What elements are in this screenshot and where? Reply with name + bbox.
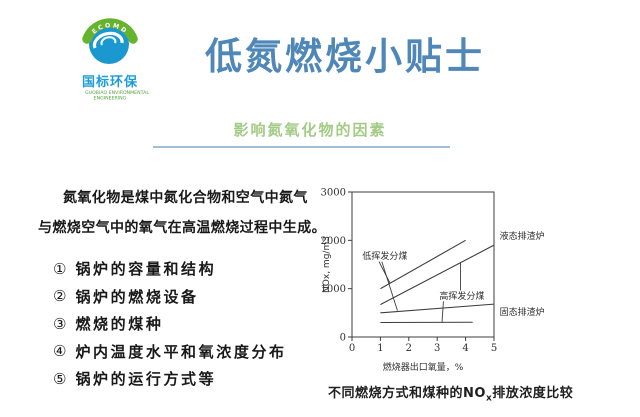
x-tick-label: 2: [406, 343, 412, 354]
list-item-text: 锅炉的容量和结构: [75, 260, 217, 279]
x-tick-label: 3: [434, 343, 440, 354]
list-item-text: 锅炉的燃烧设备: [75, 287, 199, 306]
list-item-number: ②: [53, 287, 67, 306]
chart-caption: 不同燃烧方式和煤种的NOx排放浓度比较: [328, 382, 573, 404]
chart-annotation: 高挥发分煤: [439, 290, 484, 302]
logo-swirl: [92, 31, 124, 49]
section-subtitle: 影响氮氧化物的因素: [233, 121, 387, 139]
annotation-leader-line: [378, 261, 391, 284]
list-item-text: 炉内温度水平和氧浓度分布: [75, 342, 287, 361]
logo-name-cn: 国标环保: [81, 75, 138, 90]
chart-annotation: 固态排渣炉: [500, 306, 545, 318]
chart-caption-part1: 不同燃烧方式和煤种的NO: [328, 386, 486, 401]
subtitle-underline: [153, 146, 450, 148]
logo-name-en-line1: GUOBIAO ENVIRONMENTAL: [85, 90, 149, 96]
list-item-text: 燃烧的煤种: [75, 315, 164, 334]
y-axis-label: NOx, mg/m3: [322, 236, 332, 293]
y-tick-label: 0: [340, 333, 346, 344]
paragraph-line1-rest: 是煤中氮化合物和空气中氮气: [120, 190, 308, 206]
annotation-leader-line: [381, 261, 398, 311]
list-item-number: ③: [53, 314, 67, 333]
chart-panel: 0 1000 2000 3000 0 1 2 3 4 5 低挥发分煤高挥发分煤 液态排渣炉固态排渣炉 N…: [320, 180, 640, 417]
logo-globe-icon: ECOMD: [82, 18, 138, 64]
logo-swirl-inner: [100, 36, 117, 46]
x-axis-label: 燃烧器出口氧量，%: [383, 361, 464, 373]
annotation-leader-line: [441, 301, 444, 323]
series-line: [380, 244, 495, 306]
x-tick-label: 0: [349, 343, 355, 354]
list-item: ⑤ 锅炉的运行方式等: [53, 365, 338, 393]
paragraph-lead: 氮氧化物: [63, 190, 121, 206]
list-item-text: 锅炉的运行方式等: [75, 370, 217, 389]
chart-caption-subscript: x: [485, 393, 493, 404]
logo: ECOMD 国标环保 GUOBIAO ENVIRONMENTAL ENGINEE…: [78, 10, 149, 104]
series-line: [380, 239, 466, 290]
factor-list: ① 锅炉的容量和结构 ② 锅炉的燃烧设备 ③ 燃烧的煤种 ④ 炉内温度水平和氧浓…: [38, 255, 338, 393]
x-tick-label: 5: [491, 343, 497, 354]
y-tick-label: 1000: [321, 284, 346, 295]
page-title: 低氮燃烧小贴士: [205, 35, 485, 78]
list-item: ④ 炉内温度水平和氧浓度分布: [53, 338, 338, 366]
y-tick-label: 2000: [321, 236, 346, 247]
y-tick-label: 3000: [321, 188, 346, 199]
chart-caption-part2: 排放浓度比较: [492, 386, 574, 401]
x-tick-label: 1: [377, 343, 383, 354]
chart-annotation: 低挥发分煤: [362, 250, 407, 262]
list-item: ② 锅炉的燃烧设备: [53, 283, 338, 311]
logo-leaf-arc: [82, 18, 138, 44]
paragraph-line2: 与燃烧空气中的氧气在高温燃烧过程中生成。: [38, 220, 326, 236]
chart-annotation: 液态排渣炉: [500, 230, 545, 242]
logo-name-en: GUOBIAO ENVIRONMENTAL ENGINEERING: [85, 90, 149, 101]
list-item-number: ⑤: [53, 369, 67, 388]
x-tick-label: 4: [462, 343, 468, 354]
logo-name-en-line2: ENGINEERING: [93, 95, 127, 101]
list-item: ③ 燃烧的煤种: [53, 310, 338, 338]
series-line: [380, 303, 495, 314]
logo-globe-circle: [89, 24, 129, 64]
list-item-number: ④: [53, 342, 67, 361]
intro-paragraph: 氮氧化物是煤中氮化合物和空气中氮气 与燃烧空气中的氧气在高温燃烧过程中生成。: [38, 183, 338, 243]
list-item-number: ①: [53, 259, 67, 278]
paragraph-line1: 氮氧化物是煤中氮化合物和空气中氮气: [38, 183, 338, 213]
list-item: ① 锅炉的容量和结构: [53, 255, 338, 283]
intro-block: 氮氧化物是煤中氮化合物和空气中氮气 与燃烧空气中的氧气在高温燃烧过程中生成。 ①…: [38, 183, 338, 393]
plot-frame: [351, 191, 495, 338]
